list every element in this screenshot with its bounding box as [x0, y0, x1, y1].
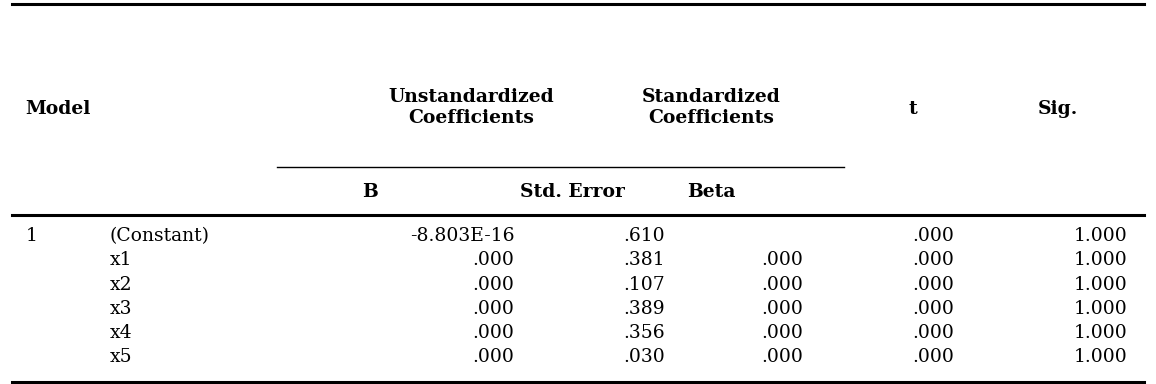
Text: .389: .389	[623, 300, 665, 318]
Text: Unstandardized
Coefficients: Unstandardized Coefficients	[388, 88, 554, 127]
Text: .000: .000	[912, 227, 954, 245]
Text: -8.803E-16: -8.803E-16	[410, 227, 514, 245]
Text: .000: .000	[762, 324, 803, 342]
Text: .000: .000	[473, 348, 514, 366]
Text: .000: .000	[762, 252, 803, 269]
Text: .000: .000	[762, 276, 803, 293]
Text: .356: .356	[623, 324, 665, 342]
Text: 1.000: 1.000	[1074, 300, 1127, 318]
Text: .000: .000	[912, 252, 954, 269]
Text: 1.000: 1.000	[1074, 324, 1127, 342]
Text: x2: x2	[110, 276, 133, 293]
Text: 1.000: 1.000	[1074, 252, 1127, 269]
Text: .000: .000	[762, 300, 803, 318]
Text: B: B	[362, 183, 378, 201]
Text: .000: .000	[473, 252, 514, 269]
Text: .000: .000	[912, 276, 954, 293]
Text: .030: .030	[623, 348, 665, 366]
Text: .000: .000	[473, 324, 514, 342]
Text: x4: x4	[110, 324, 133, 342]
Text: .381: .381	[623, 252, 665, 269]
Text: .000: .000	[912, 300, 954, 318]
Text: Std. Error: Std. Error	[520, 183, 624, 201]
Text: .000: .000	[473, 276, 514, 293]
Text: x1: x1	[110, 252, 132, 269]
Text: Sig.: Sig.	[1038, 101, 1077, 118]
Text: .000: .000	[912, 324, 954, 342]
Text: t: t	[909, 101, 918, 118]
Text: 1.000: 1.000	[1074, 348, 1127, 366]
Text: .107: .107	[623, 276, 665, 293]
Text: .000: .000	[762, 348, 803, 366]
Text: x5: x5	[110, 348, 133, 366]
Text: Standardized
Coefficients: Standardized Coefficients	[642, 88, 780, 127]
Text: 1.000: 1.000	[1074, 276, 1127, 293]
Text: 1.000: 1.000	[1074, 227, 1127, 245]
Text: (Constant): (Constant)	[110, 227, 210, 245]
Text: Model: Model	[25, 101, 91, 118]
Text: x3: x3	[110, 300, 132, 318]
Text: .000: .000	[473, 300, 514, 318]
Text: .610: .610	[623, 227, 665, 245]
Text: 1: 1	[25, 227, 37, 245]
Text: .000: .000	[912, 348, 954, 366]
Text: Beta: Beta	[687, 183, 735, 201]
